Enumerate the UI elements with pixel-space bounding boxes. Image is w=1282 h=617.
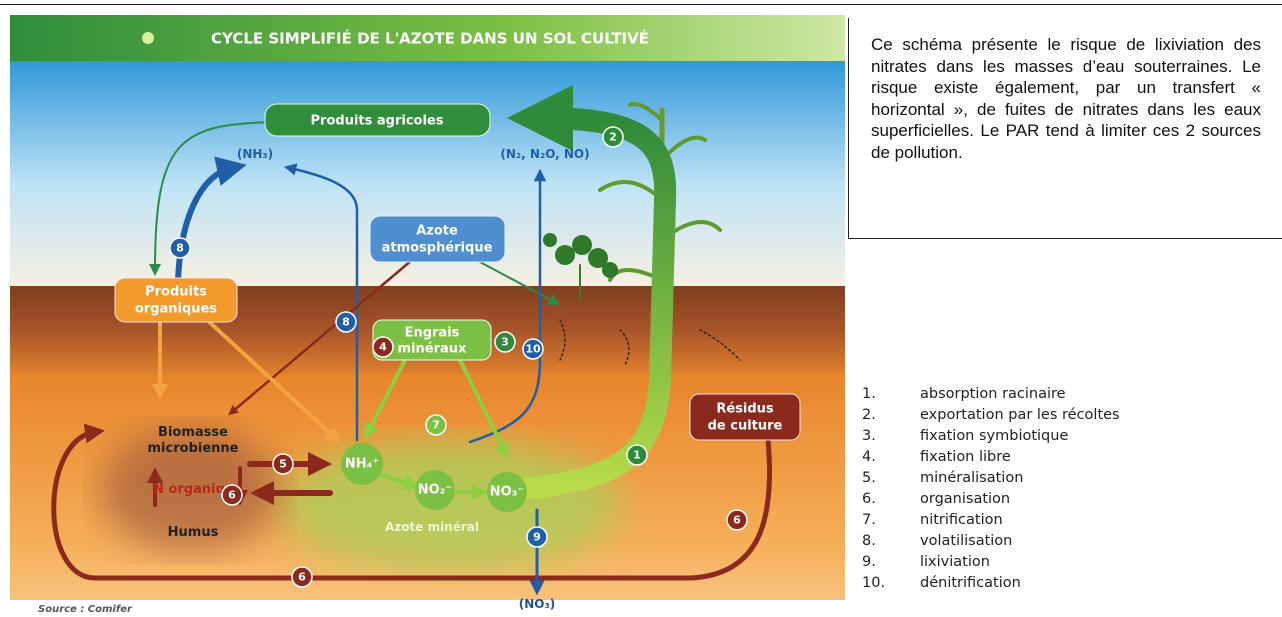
legend-row: 9. lixiviation: [860, 554, 1190, 575]
node-label: NH₄⁺: [345, 457, 379, 472]
legend-number: 6.: [862, 491, 876, 507]
node-label: NO₂⁻: [418, 483, 453, 498]
shape: [543, 233, 557, 247]
diagram-title: CYCLE SIMPLIFIÉ DE L'AZOTE DANS UN SOL C…: [211, 29, 649, 48]
legend-number: 2.: [862, 407, 876, 423]
legend-label: absorption racinaire: [920, 386, 1066, 402]
legend-label: organisation: [920, 491, 1010, 507]
node-label: microbienne: [148, 441, 239, 456]
node-label: Engrais: [405, 326, 460, 341]
node-label: Azote minéral: [385, 520, 479, 534]
mineral-zone: [280, 440, 620, 570]
node-label: NO₃⁻: [490, 485, 525, 500]
legend-row: 10. dénitrification: [860, 575, 1190, 596]
legend-label: minéralisation: [920, 470, 1023, 486]
badge-number: 6: [733, 514, 741, 527]
badge-number: 7: [432, 419, 440, 432]
legend-label: lixiviation: [920, 554, 990, 570]
legend-label: dénitrification: [920, 575, 1021, 591]
node-label: minéraux: [398, 342, 468, 357]
badge-number: 9: [533, 531, 541, 544]
source: Source : Comifer: [38, 604, 133, 615]
legend-row: 8. volatilisation: [860, 533, 1190, 554]
legend-row: 2. exportation par les récoltes: [860, 407, 1190, 428]
badge-number: 2: [609, 131, 617, 144]
shape: [555, 245, 575, 265]
badge-number: 6: [298, 571, 306, 584]
legend-label: nitrification: [920, 512, 1003, 528]
legend-number: 9.: [862, 554, 876, 570]
legend-row: 3. fixation symbiotique: [860, 428, 1190, 449]
legend-number: 1.: [862, 386, 876, 402]
legend-row: 4. fixation libre: [860, 449, 1190, 470]
node-label: Produits agricoles: [311, 114, 444, 129]
legend-number: 4.: [862, 449, 876, 465]
legend-label: exportation par les récoltes: [920, 407, 1120, 423]
node-label: (NH₃): [237, 147, 273, 161]
badge-number: 6: [228, 489, 236, 502]
legend-label: volatilisation: [920, 533, 1012, 549]
node-label: (N₂, N₂O, NO): [500, 147, 589, 161]
node-label: de culture: [708, 419, 783, 434]
badge-number: 1: [633, 449, 641, 462]
page: CYCLE SIMPLIFIÉ DE L'AZOTE DANS UN SOL C…: [0, 0, 1282, 617]
badge-number: 5: [279, 458, 287, 471]
note-box: Ce schéma présente le risque de lixiviat…: [848, 18, 1282, 239]
node-label: Azote: [416, 224, 458, 239]
shape: [572, 235, 592, 255]
node-label: Produits: [145, 285, 207, 300]
node-label: Résidus: [716, 402, 774, 417]
nitrogen-cycle-diagram: CYCLE SIMPLIFIÉ DE L'AZOTE DANS UN SOL C…: [0, 0, 848, 617]
legend-number: 10.: [862, 575, 885, 591]
legend-row: 5. minéralisation: [860, 470, 1190, 491]
legend-number: 8.: [862, 533, 876, 549]
shape: [602, 262, 618, 278]
legend-label: fixation symbiotique: [920, 428, 1068, 444]
node-label: Humus: [168, 525, 219, 540]
badge-number: 3: [501, 336, 509, 349]
legend: 1. absorption racinaire 2. exportation par …: [860, 386, 1190, 596]
legend-row: 6. organisation: [860, 491, 1190, 512]
node-label: organiques: [135, 302, 218, 317]
badge-number: 10: [525, 343, 541, 356]
title-bullet: [142, 32, 154, 44]
legend-number: 7.: [862, 512, 876, 528]
legend-row: 7. nitrification: [860, 512, 1190, 533]
node-label: (NO₃): [519, 597, 555, 611]
legend-label: fixation libre: [920, 449, 1011, 465]
legend-number: 3.: [862, 428, 876, 444]
node-label: atmosphérique: [382, 241, 493, 256]
badge-number: 8: [176, 242, 184, 255]
node-label: Biomasse: [158, 425, 228, 440]
legend-number: 5.: [862, 470, 876, 486]
badge-number: 4: [379, 341, 387, 354]
legend-row: 1. absorption racinaire: [860, 386, 1190, 407]
badge-number: 8: [342, 316, 350, 329]
